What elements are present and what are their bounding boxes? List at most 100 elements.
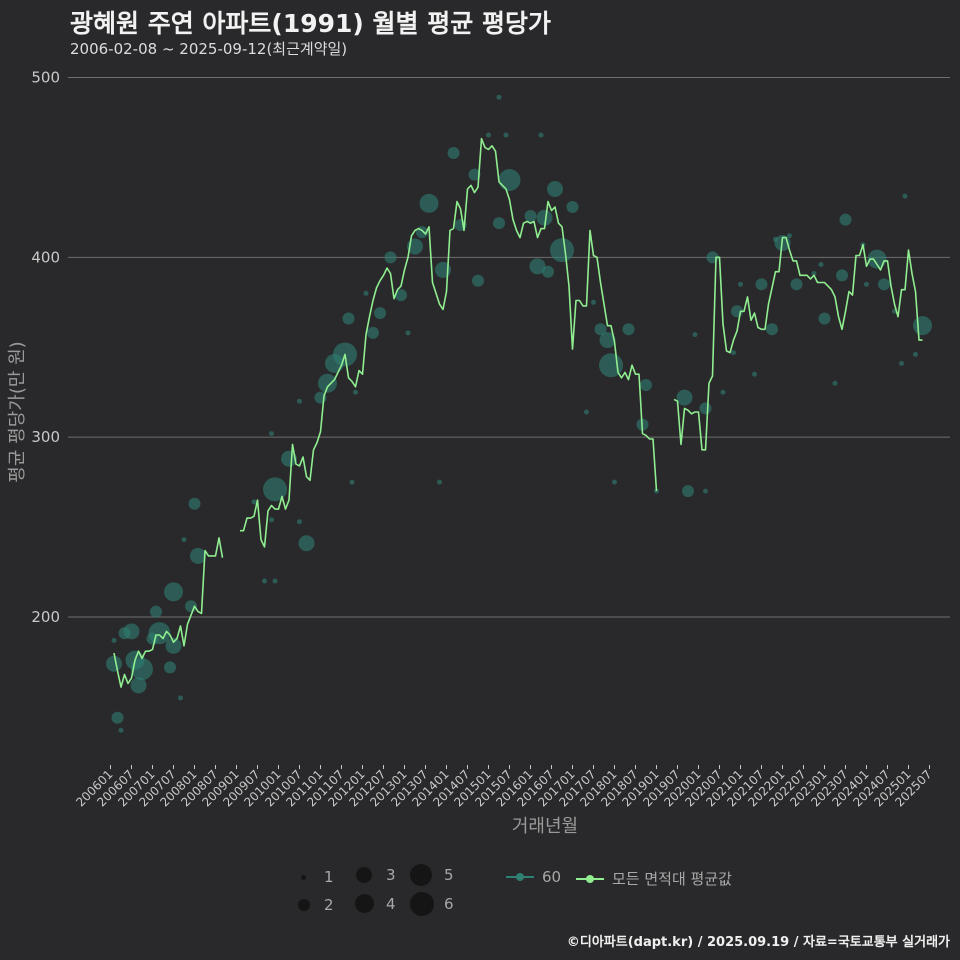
- size-dot-icon: [298, 899, 310, 911]
- bubble-point: [731, 350, 736, 356]
- bubble-point: [550, 238, 574, 263]
- bubble-point: [599, 332, 616, 349]
- bubble-point: [584, 409, 589, 415]
- bubble-point: [251, 499, 257, 505]
- grid-lines: [68, 77, 950, 618]
- size-dot-icon: [301, 874, 306, 880]
- bubble-point: [447, 147, 460, 160]
- legend-size-1: 1: [290, 868, 334, 886]
- legend-series-all-label: 모든 면적대 평균값: [612, 870, 732, 888]
- bubble-point: [111, 637, 117, 643]
- chart-title: 광혜원 주연 아파트(1991) 월별 평균 평당가: [70, 9, 551, 38]
- bubble-point: [165, 637, 182, 654]
- bubble-point: [832, 380, 838, 386]
- bubble-point: [902, 193, 908, 199]
- bubble-point: [498, 169, 521, 192]
- bubble-point: [640, 379, 652, 392]
- series-line-segment: [240, 137, 658, 548]
- bubble-point: [699, 402, 712, 415]
- bubble-point: [269, 517, 274, 523]
- size-dot-icon: [356, 867, 372, 883]
- legend-size-3-label: 3: [386, 866, 396, 884]
- bubble-point: [150, 605, 162, 618]
- bubble-point: [263, 477, 287, 502]
- bubble-point: [131, 658, 153, 681]
- bubble-point: [899, 360, 904, 366]
- y-tick-label: 500: [31, 69, 60, 87]
- bubble-point: [755, 278, 768, 291]
- source-caption: ©디아파트(dapt.kr) / 2025.09.19 / 자료=국토교통부 실…: [566, 935, 950, 950]
- bubble-point: [106, 655, 122, 672]
- bubble-point: [493, 217, 505, 230]
- bubble-point: [164, 582, 183, 602]
- bubble-point: [419, 193, 439, 213]
- bubble-point: [536, 209, 553, 226]
- legend-size-5: 5: [410, 864, 454, 886]
- y-tick-label: 300: [31, 428, 60, 446]
- legend-series-60-label: 60: [542, 868, 562, 886]
- size-dot-icon: [410, 892, 434, 916]
- bubble-point: [839, 213, 852, 226]
- bubble-point: [738, 281, 743, 287]
- bubble-point: [486, 132, 491, 138]
- legend-size-2: 2: [290, 896, 334, 914]
- bubble-point: [503, 132, 509, 138]
- legend-size-3: 3: [352, 866, 396, 884]
- size-dot-icon: [410, 864, 432, 886]
- bubble-point: [913, 316, 932, 336]
- bubble-point: [297, 519, 302, 525]
- bubble-point: [566, 200, 579, 213]
- bubble-point: [766, 323, 778, 336]
- bubble-point: [496, 94, 502, 100]
- bubble-series-60: [106, 94, 932, 733]
- bubble-point: [190, 547, 206, 564]
- line-marker-icon: [576, 872, 604, 886]
- bubble-point: [594, 323, 607, 336]
- bubble-point: [547, 181, 563, 198]
- bubble-point: [148, 622, 171, 645]
- bubble-point: [395, 289, 407, 302]
- y-tick-label: 200: [31, 608, 60, 626]
- bubble-point: [353, 389, 358, 395]
- bubble-point: [878, 278, 890, 291]
- line-marker-icon: [506, 870, 534, 884]
- bubble-point: [318, 373, 337, 393]
- bubble-point: [374, 307, 386, 320]
- series-line-segment: [113, 537, 224, 688]
- bubble-point: [538, 132, 544, 138]
- bubble-point: [654, 488, 659, 494]
- bubble-point: [787, 233, 792, 239]
- bubble-point: [818, 262, 824, 268]
- bubble-point: [720, 389, 726, 395]
- line-series-all: [113, 137, 923, 688]
- legend-size-4-label: 4: [386, 894, 396, 913]
- bubble-point: [130, 677, 147, 694]
- legend-size-2-label: 2: [324, 896, 334, 914]
- bubble-point: [349, 479, 355, 485]
- bubble-point: [622, 323, 635, 336]
- bubble-point: [682, 485, 694, 498]
- bubble-point: [818, 312, 831, 325]
- bubble-point: [867, 249, 887, 269]
- bubble-point: [524, 209, 537, 222]
- bubble-point: [262, 578, 267, 584]
- legend-size-6: 6: [410, 892, 454, 916]
- bubble-point: [164, 661, 176, 674]
- bubble-point: [123, 623, 140, 640]
- bubble-point: [178, 695, 183, 701]
- bubble-point: [342, 312, 355, 325]
- bubble-point: [790, 278, 803, 291]
- bubble-point: [269, 431, 274, 437]
- legend-size-1-label: 1: [324, 868, 334, 886]
- bubble-point: [188, 497, 201, 510]
- bubble-point: [437, 479, 442, 485]
- series-line-segment: [673, 236, 923, 451]
- legend-size-6-label: 6: [444, 895, 454, 913]
- bubble-point: [752, 371, 757, 377]
- bubble-point: [692, 332, 698, 338]
- size-dot-icon: [355, 894, 374, 913]
- bubble-point: [384, 251, 397, 264]
- bubble-point: [272, 578, 278, 584]
- bubble-point: [591, 299, 596, 305]
